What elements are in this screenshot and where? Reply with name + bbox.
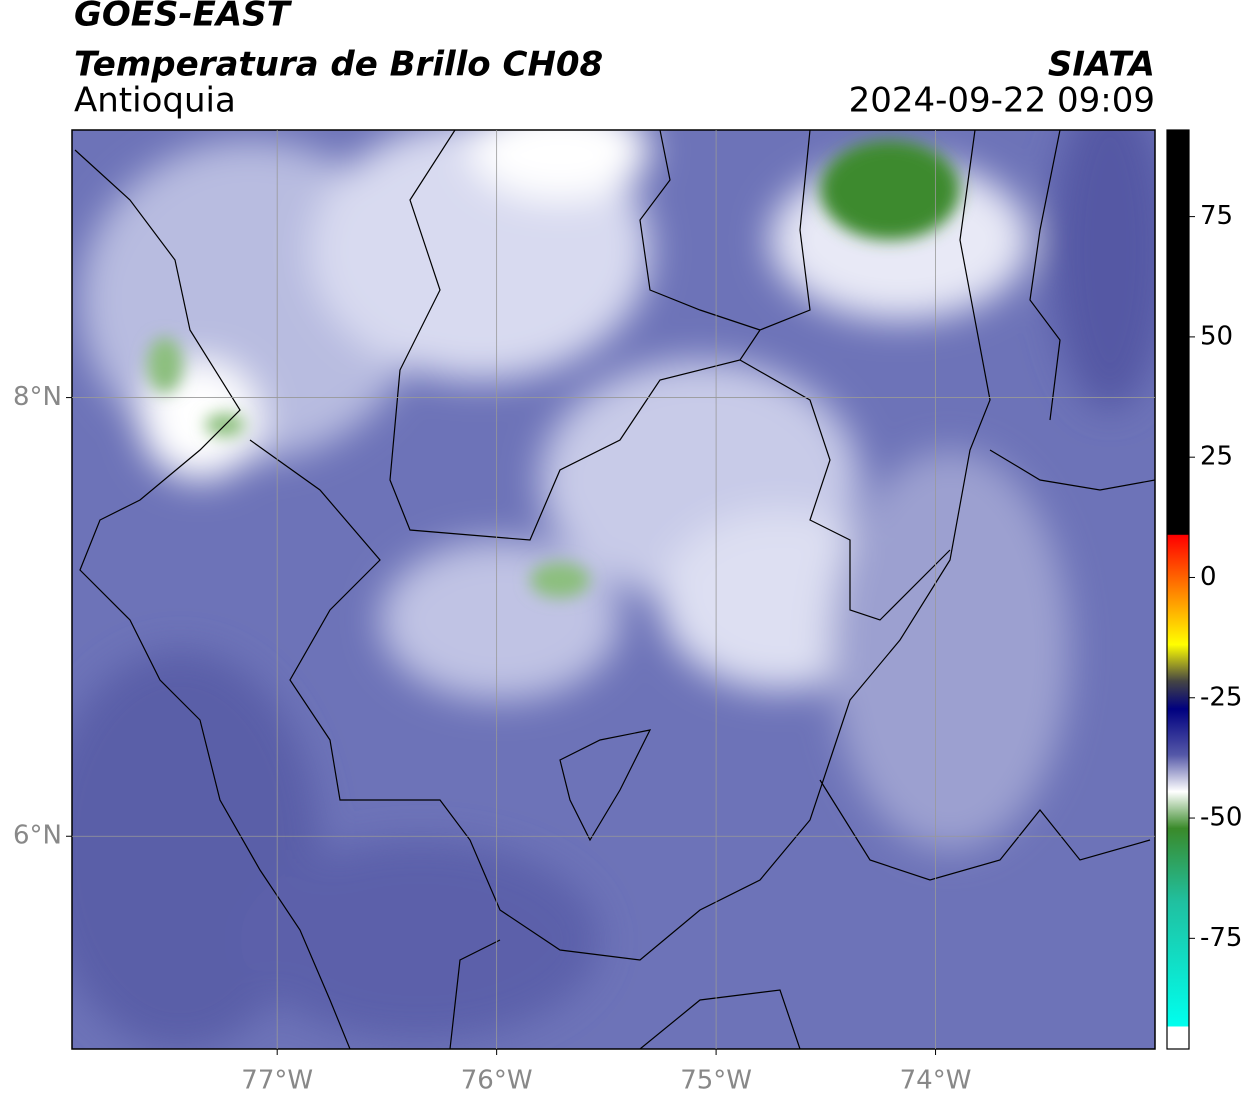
satellite-image [72, 130, 1155, 1049]
product-title: Temperatura de Brillo CH08 [74, 45, 603, 85]
map-frame [71, 129, 1156, 1050]
x-tick-label: 77°W [241, 1066, 313, 1096]
datetime: 2024-09-22 09:09 [849, 81, 1155, 121]
colorbar-tick-label: 75 [1200, 201, 1233, 231]
colorbar-tick-label: -75 [1200, 923, 1242, 953]
satellite-title: GOES-EAST [74, 0, 293, 35]
y-tick-label: 6°N [13, 821, 62, 851]
x-tick-label: 75°W [680, 1066, 752, 1096]
colorbar [1166, 129, 1190, 1050]
colorbar-tick-label: -50 [1200, 803, 1242, 833]
colorbar-tick-label: 25 [1200, 442, 1233, 472]
colorbar-tick-label: 50 [1200, 321, 1233, 351]
colorbar-tick-label: 0 [1200, 562, 1217, 592]
source: SIATA [1048, 45, 1155, 85]
y-tick-label: 8°N [13, 382, 62, 412]
x-tick-label: 76°W [461, 1066, 533, 1096]
colorbar-tick-label: -25 [1200, 682, 1242, 712]
x-tick-label: 74°W [900, 1066, 972, 1096]
region: Antioquia [74, 81, 236, 121]
